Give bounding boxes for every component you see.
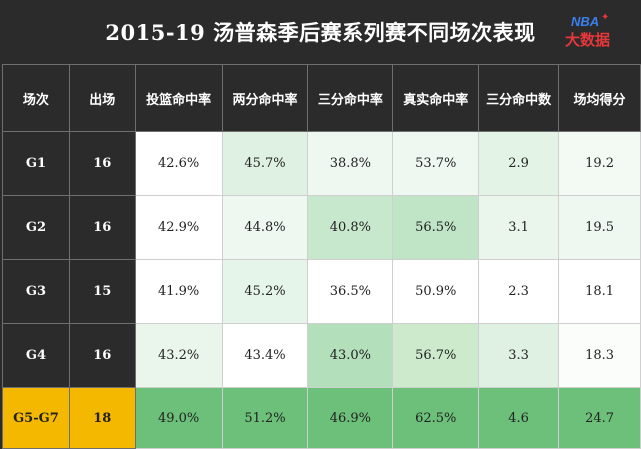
appearances-cell: 16 (68, 131, 136, 196)
appearances-cell: 16 (68, 323, 136, 388)
game-cell: G1 (2, 131, 70, 196)
table-row: G5-G7 18 49.0% 51.2% 46.9% 62.5% 4.6 24.… (2, 387, 641, 449)
title-bar: 2015-19 汤普森季后赛系列赛不同场次表现 (0, 0, 641, 64)
ppg-cell: 18.3 (558, 323, 641, 388)
table-row: G4 16 43.2% 43.4% 43.0% 56.7% 3.3 18.3 (2, 323, 641, 388)
ts-pct-cell: 56.7% (392, 323, 480, 388)
ppg-cell: 18.1 (558, 259, 641, 324)
ts-pct-cell: 53.7% (392, 131, 480, 196)
two-pt-pct-cell: 44.8% (221, 195, 309, 260)
two-pt-pct-cell: 51.2% (221, 387, 309, 449)
three-pt-pct-cell: 46.9% (307, 387, 394, 449)
three-pt-pct-cell: 40.8% (307, 195, 394, 260)
header-cell: 三分命中率 (307, 64, 394, 132)
threes-made-cell: 3.3 (478, 323, 560, 388)
game-cell: G4 (2, 323, 70, 388)
fg-pct-cell: 42.9% (134, 195, 223, 260)
ts-pct-cell: 62.5% (392, 387, 480, 449)
stats-table: 场次 出场 投篮命中率 两分命中率 三分命中率 真实命中率 三分命中数 场均得分… (2, 64, 641, 449)
ppg-cell: 24.7 (558, 387, 641, 449)
table-row: G1 16 42.6% 45.7% 38.8% 53.7% 2.9 19.2 (2, 131, 641, 196)
threes-made-cell: 2.9 (478, 131, 560, 196)
header-cell: 投篮命中率 (134, 64, 223, 132)
sparkle-icon: ✦ (601, 12, 610, 23)
table-header-row: 场次 出场 投篮命中率 两分命中率 三分命中率 真实命中率 三分命中数 场均得分 (2, 64, 641, 132)
two-pt-pct-cell: 45.2% (221, 259, 309, 324)
fg-pct-cell: 49.0% (134, 387, 223, 449)
ts-pct-cell: 50.9% (392, 259, 480, 324)
three-pt-pct-cell: 38.8% (307, 131, 394, 196)
game-cell: G5-G7 (2, 387, 70, 449)
threes-made-cell: 3.1 (478, 195, 560, 260)
three-pt-pct-cell: 36.5% (307, 259, 394, 324)
threes-made-cell: 2.3 (478, 259, 560, 324)
ppg-cell: 19.5 (558, 195, 641, 260)
fg-pct-cell: 43.2% (134, 323, 223, 388)
two-pt-pct-cell: 43.4% (221, 323, 309, 388)
header-cell: 出场 (68, 64, 136, 132)
header-cell: 真实命中率 (392, 64, 480, 132)
three-pt-pct-cell: 43.0% (307, 323, 394, 388)
appearances-cell: 18 (68, 387, 136, 449)
logo-nba-text: NBA (571, 14, 600, 29)
appearances-cell: 15 (68, 259, 136, 324)
header-cell: 场均得分 (558, 64, 641, 132)
two-pt-pct-cell: 45.7% (221, 131, 309, 196)
ppg-cell: 19.2 (558, 131, 641, 196)
game-cell: G2 (2, 195, 70, 260)
header-cell: 两分命中率 (221, 64, 309, 132)
threes-made-cell: 4.6 (478, 387, 560, 449)
nba-data-logo: NBA ✦ 大数据 (565, 12, 627, 50)
header-cell: 三分命中数 (478, 64, 560, 132)
header-cell: 场次 (2, 64, 70, 132)
table-row: G3 15 41.9% 45.2% 36.5% 50.9% 2.3 18.1 (2, 259, 641, 324)
table-row: G2 16 42.9% 44.8% 40.8% 56.5% 3.1 19.5 (2, 195, 641, 260)
ts-pct-cell: 56.5% (392, 195, 480, 260)
page-title: 2015-19 汤普森季后赛系列赛不同场次表现 (105, 20, 536, 45)
logo-data-text: 大数据 (565, 31, 611, 49)
fg-pct-cell: 41.9% (134, 259, 223, 324)
fg-pct-cell: 42.6% (134, 131, 223, 196)
appearances-cell: 16 (68, 195, 136, 260)
game-cell: G3 (2, 259, 70, 324)
